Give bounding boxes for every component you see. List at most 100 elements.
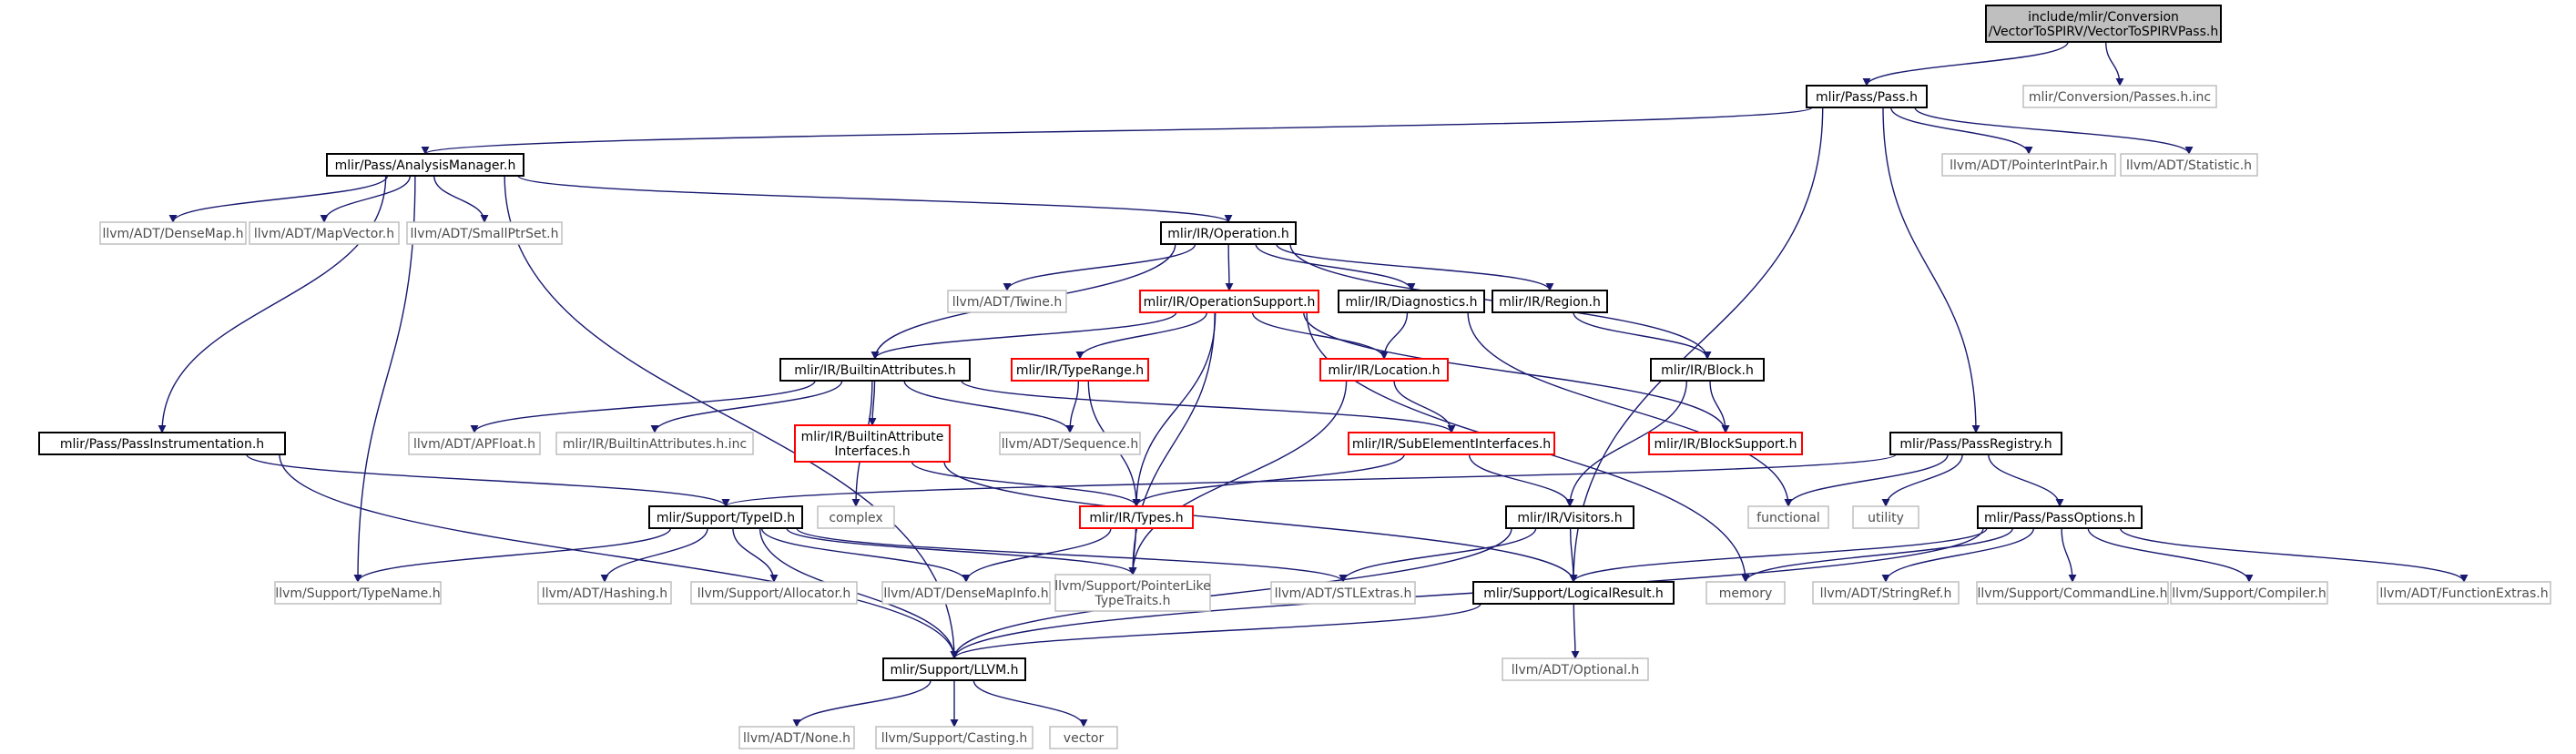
node-llvm-support-compiler-h: llvm/Support/Compiler.h (2170, 581, 2328, 605)
edge-pass-to-pointerintpair (1890, 107, 2033, 155)
node-box (999, 432, 1141, 455)
node-box (1348, 432, 1555, 455)
edge-logicalresult-to-llvmh (950, 603, 1481, 659)
node-box (1650, 358, 1765, 382)
node-box (1160, 221, 1297, 245)
node-llvm-adt-hashing-h: llvm/ADT/Hashing.h (537, 581, 672, 605)
edge-operation-to-twine (1003, 243, 1196, 291)
node-label: /VectorToSPIRV/VectorToSPIRVPass.h (1989, 25, 2218, 39)
node-label: mlir/IR/SubElementInterfaces.h (1352, 437, 1551, 452)
node-llvm-adt-mapvector-h: llvm/ADT/MapVector.h (249, 221, 400, 245)
node-label: llvm/Support/Casting.h (881, 731, 1028, 746)
node-box (1492, 290, 1608, 313)
node-label: mlir/IR/Diagnostics.h (1345, 295, 1477, 310)
node-box (1270, 581, 1416, 605)
node-label: mlir/Support/LogicalResult.h (1483, 586, 1664, 601)
node-label: llvm/ADT/FunctionExtras.h (2379, 586, 2548, 601)
node-mlir-pass-analysismanager-h[interactable]: mlir/Pass/AnalysisManager.h (326, 153, 524, 177)
edge-visitors-to-stlextras (1339, 527, 1537, 583)
node-box (1889, 432, 2062, 455)
node-label: mlir/IR/OperationSupport.h (1144, 295, 1316, 310)
node-mlir-support-typeid-h[interactable]: mlir/Support/TypeID.h (648, 505, 803, 529)
node-box (1011, 358, 1149, 382)
node-mlir-ir-builtinattributes-h[interactable]: mlir/IR/BuiltinAttributes.h (779, 358, 971, 382)
edge-builtinattrif-to-types (911, 461, 1141, 507)
edge-logicalresult-to-optional (1571, 603, 1580, 659)
node-box (1648, 432, 1803, 455)
node-label: memory (1719, 586, 1773, 601)
node-box (1705, 581, 1786, 605)
node-mlir-support-llvm-h[interactable]: mlir/Support/LLVM.h (882, 657, 1026, 681)
node-box (738, 726, 855, 749)
edge-passreg-to-typeid (721, 453, 1897, 507)
node-mlir-ir-region-h[interactable]: mlir/IR/Region.h (1492, 290, 1608, 313)
node-mlir-pass-passoptions-h[interactable]: mlir/Pass/PassOptions.h (1977, 505, 2143, 529)
node-mlir-pass-passinstrumentation-h[interactable]: mlir/Pass/PassInstrumentation.h (38, 432, 286, 455)
edge-analysis-to-densemap (168, 175, 389, 223)
node-mlir-ir-block-h[interactable]: mlir/IR/Block.h (1650, 358, 1765, 382)
node-label: mlir/IR/BuiltinAttribute (801, 430, 944, 444)
node-box (38, 432, 286, 455)
node-box (690, 581, 858, 605)
node-label: utility (1868, 511, 1904, 525)
edge-passoptions-to-llvmh (950, 527, 1984, 659)
node-box (2120, 153, 2258, 177)
node-mlir-ir-diagnostics-h[interactable]: mlir/IR/Diagnostics.h (1338, 290, 1485, 313)
node-mlir-pass-passregistry-h[interactable]: mlir/Pass/PassRegistry.h (1889, 432, 2062, 455)
edge-subelem-to-visitors (1468, 453, 1574, 507)
node-label: mlir/IR/Visitors.h (1517, 511, 1622, 525)
node-mlir-ir-location-h[interactable]: mlir/IR/Location.h (1319, 358, 1449, 382)
node-mlir-ir-visitors-h[interactable]: mlir/IR/Visitors.h (1505, 505, 1634, 529)
edge-analysis-to-mapvector (320, 175, 412, 223)
node-box (779, 358, 971, 382)
node-mlir-ir-typerange-h[interactable]: mlir/IR/TypeRange.h (1011, 358, 1149, 382)
edge-opsupport-to-pointerlike (1128, 311, 1216, 576)
edge-analysis-to-llvmh (504, 175, 959, 659)
node-llvm-support-commandline-h: llvm/Support/CommandLine.h (1976, 581, 2169, 605)
node-label: llvm/Support/Allocator.h (697, 586, 851, 601)
edge-visitors-to-logicalresult (1569, 527, 1578, 583)
edge-opsupport-to-blocksupport (1303, 311, 1730, 433)
node-mlir-ir-builtinattributes-h-inc: mlir/IR/BuiltinAttributes.h.inc (555, 432, 754, 455)
node-label: mlir/IR/Operation.h (1167, 227, 1288, 241)
node-llvm-support-typename-h: llvm/Support/TypeName.h (274, 581, 442, 605)
node-box (875, 726, 1033, 749)
node-mlir-ir-operationsupport-h[interactable]: mlir/IR/OperationSupport.h (1139, 290, 1319, 313)
node-label: Interfaces.h (834, 444, 910, 459)
node-label: mlir/IR/Block.h (1661, 363, 1754, 378)
node-label: llvm/Support/Compiler.h (2172, 586, 2327, 601)
edge-analysis-to-passinstr (158, 175, 387, 433)
node-box (817, 505, 895, 529)
edge-root-to-pass (1862, 41, 2069, 87)
edge-passoptions-to-logicalresult (1569, 527, 1988, 583)
node-label: llvm/ADT/SmallPtrSet.h (411, 227, 559, 241)
node-llvm-adt-densemap-h: llvm/ADT/DenseMap.h (99, 221, 247, 245)
node-box (1747, 505, 1829, 529)
edge-opsupport-to-location (1251, 311, 1389, 360)
node-mlir-ir-types-h[interactable]: mlir/IR/Types.h (1079, 505, 1194, 529)
node-box (1505, 505, 1634, 529)
edge-passoptions-to-functionextras (2119, 527, 2469, 583)
node-llvm-adt-optional-h: llvm/ADT/Optional.h (1502, 657, 1649, 681)
edge-block-to-visitors (1565, 380, 1688, 507)
edge-types-to-pointerlike (1128, 527, 1137, 576)
edge-opsupport-to-builtinattrs (871, 311, 1177, 360)
node-box (1472, 581, 1675, 605)
node-box (1319, 358, 1449, 382)
node-mlir-ir-subelementinterfaces-h[interactable]: mlir/IR/SubElementInterfaces.h (1348, 432, 1555, 455)
node-mlir-ir-operation-h[interactable]: mlir/IR/Operation.h (1160, 221, 1297, 245)
node-box (1806, 85, 1928, 108)
node-mlir-pass-pass-h[interactable]: mlir/Pass/Pass.h (1806, 85, 1928, 108)
node-mlir-ir-blocksupport-h[interactable]: mlir/IR/BlockSupport.h (1648, 432, 1803, 455)
node-box (1941, 153, 2116, 177)
edge-typerange-to-sequence (1065, 380, 1080, 433)
node-memory: memory (1705, 581, 1786, 605)
node-label: mlir/Pass/PassOptions.h (1984, 511, 2135, 525)
node-label: llvm/ADT/StringRef.h (1820, 586, 1952, 601)
node-label: llvm/ADT/APFloat.h (413, 437, 535, 452)
node-box (274, 581, 442, 605)
node-label: llvm/ADT/Hashing.h (542, 586, 667, 601)
node-box (1049, 726, 1118, 749)
node-mlir-support-logicalresult-h[interactable]: mlir/Support/LogicalResult.h (1472, 581, 1675, 605)
